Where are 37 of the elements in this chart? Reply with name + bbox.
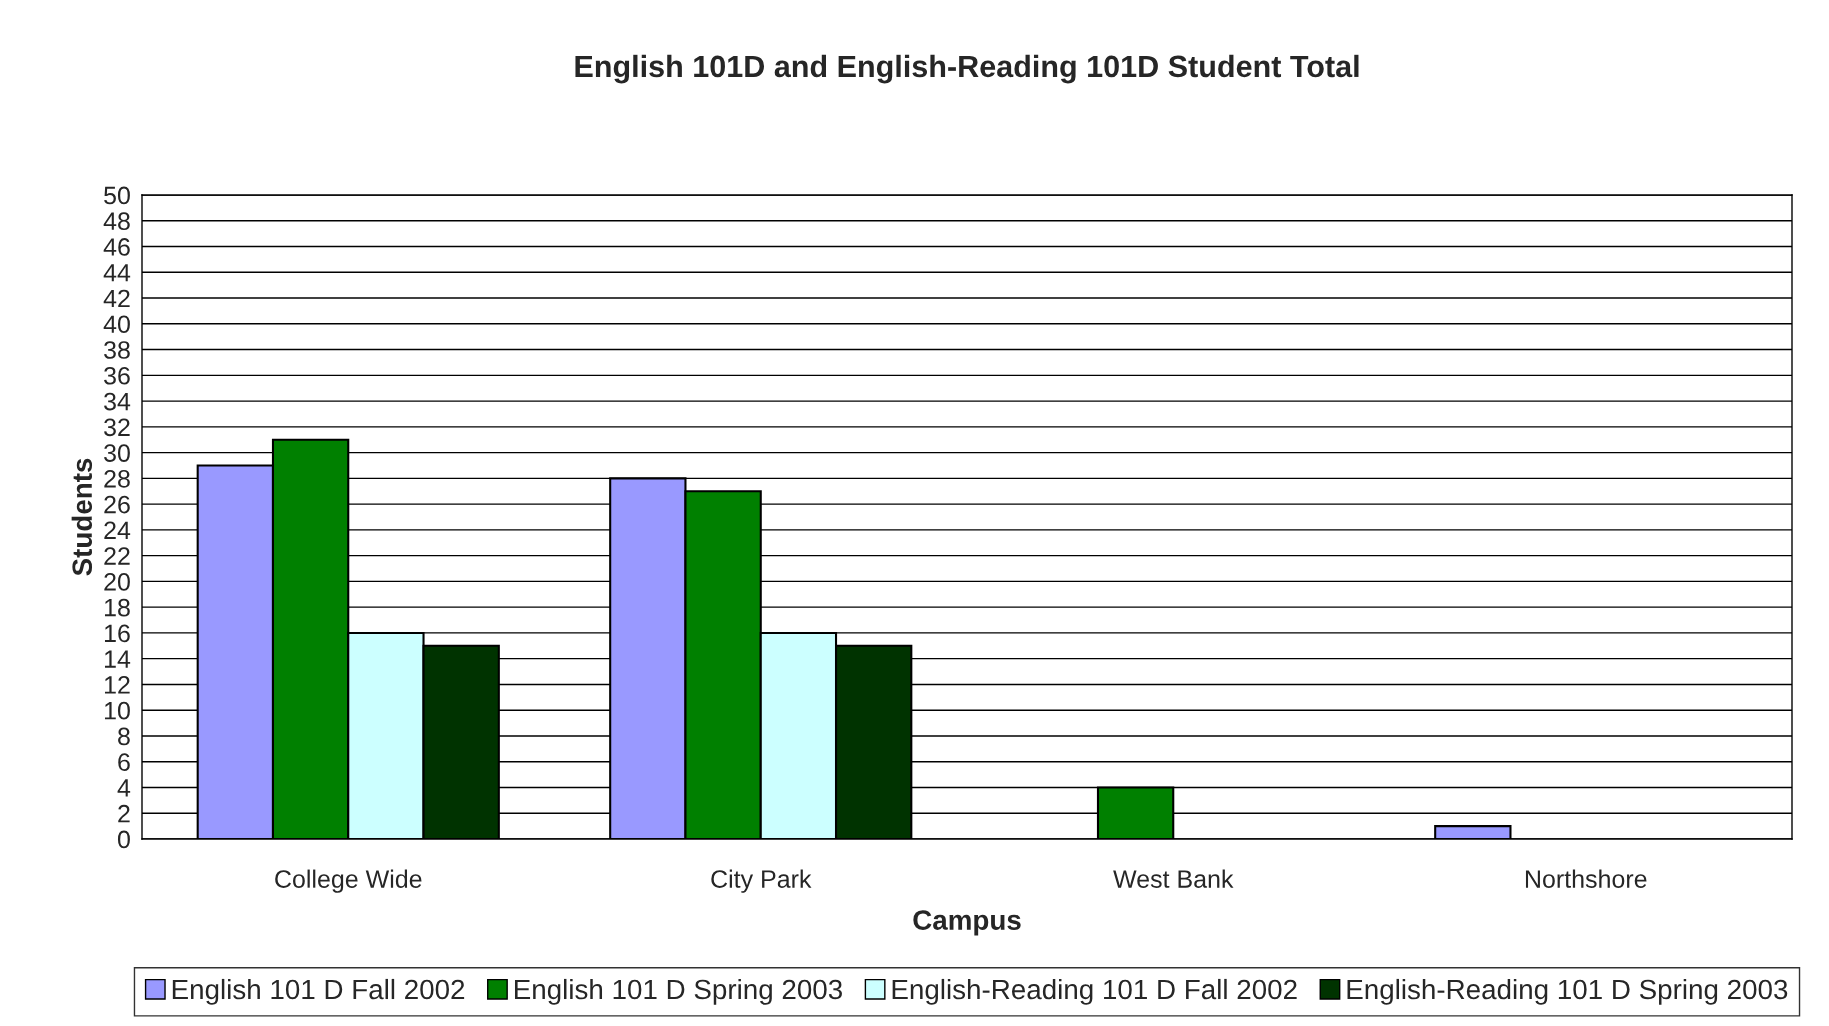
y-tick-label: 10 <box>104 701 130 720</box>
y-tick-label: 22 <box>104 547 130 565</box>
y-tick-label: 14 <box>104 650 131 668</box>
y-tick-label: 2 <box>118 804 130 823</box>
y-tick-label: 32 <box>104 418 130 437</box>
y-tick-label: 20 <box>104 573 130 591</box>
y-tick-label: 34 <box>104 392 131 411</box>
y-tick-label: 44 <box>103 264 131 282</box>
y-tick-label: 26 <box>104 495 130 514</box>
y-tick-label: 12 <box>104 676 130 694</box>
y-tick-label: 4 <box>117 779 131 797</box>
x-tick-label: West Bank <box>1113 869 1234 888</box>
y-tick-label: 42 <box>103 289 130 308</box>
y-tick-label: 48 <box>103 212 130 231</box>
y-tick-label: 16 <box>104 624 130 643</box>
legend-label: English-Reading 101 D Spring 2003 <box>1347 978 1788 1005</box>
chart-title: English 101D and English-Reading 101D Student Total <box>575 54 1359 84</box>
y-tick-label: 28 <box>104 469 130 488</box>
y-tick-label: 30 <box>104 444 130 462</box>
x-tick-label: Northshore <box>1525 869 1647 888</box>
x-tick-label: College Wide <box>275 869 422 893</box>
x-tick-label: City Park <box>711 869 812 893</box>
y-tick-label: 8 <box>118 727 130 746</box>
x-axis-title: Campus <box>913 910 1021 936</box>
y-tick-label: 18 <box>104 598 130 617</box>
legend-label: English-Reading 101 D Fall 2002 <box>892 978 1297 1005</box>
y-tick-label: 40 <box>103 315 130 334</box>
y-tick-label: 38 <box>104 341 130 359</box>
y-axis-title: Students <box>71 458 93 576</box>
y-tick-label: 50 <box>104 186 130 205</box>
legend-label: English 101 D Fall 2002 <box>172 978 465 1005</box>
legend-label: English 101 D Spring 2003 <box>515 978 842 1005</box>
y-tick-label: 0 <box>117 830 130 849</box>
y-tick-label: 36 <box>104 366 130 385</box>
y-tick-label: 6 <box>118 753 130 772</box>
y-tick-label: 24 <box>104 521 131 539</box>
y-tick-label: 46 <box>103 238 130 256</box>
